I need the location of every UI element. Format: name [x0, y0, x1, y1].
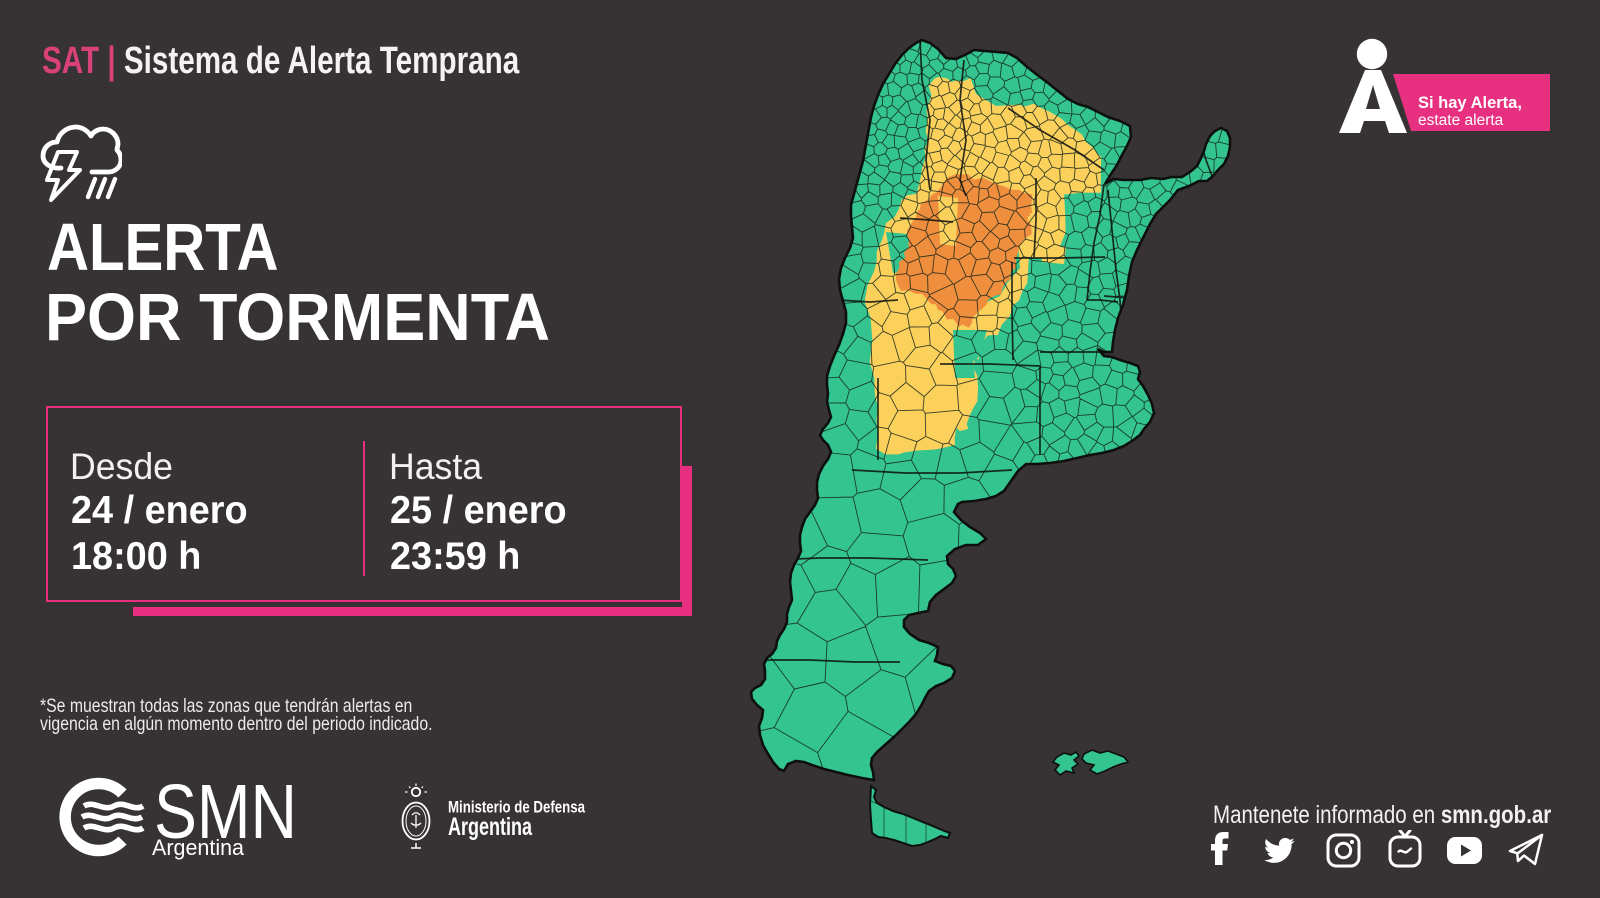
svg-text:estate alerta: estate alerta — [1418, 112, 1504, 129]
svg-text:SMN: SMN — [154, 776, 297, 855]
svg-text:Si hay Alerta,: Si hay Alerta, — [1418, 94, 1522, 112]
svg-text:Argentina: Argentina — [152, 835, 245, 860]
svg-text:Ministerio de Defensa: Ministerio de Defensa — [448, 799, 586, 817]
svg-text:Argentina: Argentina — [448, 813, 533, 841]
